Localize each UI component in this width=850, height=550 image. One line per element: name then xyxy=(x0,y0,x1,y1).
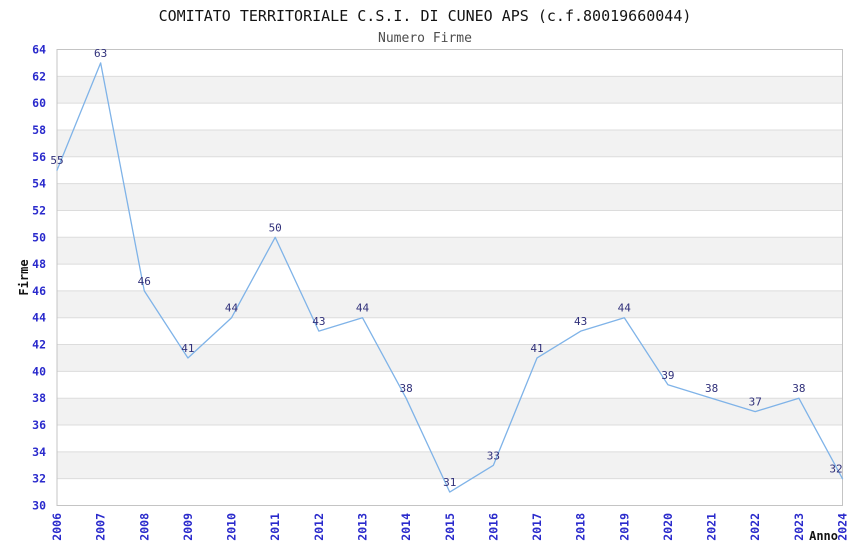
x-tick-label: 2017 xyxy=(530,513,544,541)
data-point-label: 43 xyxy=(312,315,325,328)
y-tick-label: 30 xyxy=(32,499,46,513)
x-tick-label: 2010 xyxy=(225,513,239,541)
grid-band-gray xyxy=(57,290,843,318)
data-point-label: 37 xyxy=(749,396,762,409)
y-tick-label: 44 xyxy=(32,311,46,325)
series-line xyxy=(56,62,844,493)
y-tick-label: 62 xyxy=(32,69,46,83)
grid-band-white xyxy=(57,49,843,77)
data-point-label: 46 xyxy=(138,275,151,288)
data-point-label: 31 xyxy=(443,476,456,489)
y-tick-label: 40 xyxy=(32,364,46,378)
x-tick-label: 2024 xyxy=(836,513,850,541)
grid-band-white xyxy=(57,371,843,399)
data-point-label: 32 xyxy=(829,463,842,476)
data-point-label: 44 xyxy=(356,302,370,315)
data-point-label: 44 xyxy=(225,302,239,315)
y-tick-label: 42 xyxy=(32,338,46,352)
x-tick-label: 2012 xyxy=(312,513,326,541)
x-tick-label: 2013 xyxy=(355,513,369,541)
y-tick-label: 60 xyxy=(32,96,46,110)
data-point-label: 50 xyxy=(269,221,282,234)
data-point-label: 55 xyxy=(50,154,63,167)
x-tick-label: 2006 xyxy=(50,513,64,541)
x-tick-label: 2007 xyxy=(94,513,108,541)
grid-band-gray xyxy=(57,344,843,372)
x-tick-label: 2016 xyxy=(486,513,500,541)
x-tick-label: 2020 xyxy=(661,513,675,541)
x-tick-label: 2023 xyxy=(792,513,806,541)
grid-band-gray xyxy=(57,451,843,479)
y-tick-label: 64 xyxy=(32,43,46,57)
grid-band-gray xyxy=(57,129,843,157)
grid-band-white xyxy=(57,264,843,291)
y-tick-label: 32 xyxy=(32,472,46,486)
y-tick-label: 54 xyxy=(32,177,46,191)
grid-band-gray xyxy=(57,398,843,426)
x-tick-label: 2015 xyxy=(443,513,457,541)
x-tick-label: 2018 xyxy=(574,513,588,541)
y-tick-label: 58 xyxy=(32,123,46,137)
y-tick-label: 34 xyxy=(32,445,46,459)
grid-band-white xyxy=(57,156,843,184)
y-tick-label: 50 xyxy=(32,230,46,244)
x-tick-label: 2011 xyxy=(268,513,282,541)
x-axis-title: Anno xyxy=(809,529,838,543)
data-point-label: 38 xyxy=(399,382,412,395)
grid-band-gray xyxy=(57,183,843,211)
chart-subtitle: Numero Firme xyxy=(378,31,472,46)
data-point-label: 41 xyxy=(530,342,543,355)
x-tick-label: 2008 xyxy=(137,513,151,541)
x-tick-label: 2019 xyxy=(617,513,631,541)
data-point-label: 33 xyxy=(487,449,500,462)
data-point-label: 41 xyxy=(181,342,194,355)
y-tick-label: 46 xyxy=(32,284,46,298)
data-point-label: 38 xyxy=(792,382,805,395)
y-tick-label: 36 xyxy=(32,418,46,432)
x-tick-label: 2014 xyxy=(399,513,413,541)
data-point-label: 44 xyxy=(618,302,632,315)
y-tick-label: 48 xyxy=(32,257,46,271)
data-point-label: 43 xyxy=(574,315,587,328)
data-point-label: 38 xyxy=(705,382,718,395)
grid-band-white xyxy=(57,210,843,238)
y-tick-label: 56 xyxy=(32,150,46,164)
y-tick-label: 38 xyxy=(32,391,46,405)
plot-border xyxy=(56,49,843,506)
grid-band-gray xyxy=(57,237,843,265)
chart-title: COMITATO TERRITORIALE C.S.I. DI CUNEO AP… xyxy=(158,7,692,25)
grid-band-gray xyxy=(57,76,843,104)
x-tick-label: 2009 xyxy=(181,513,195,541)
x-tick-label: 2022 xyxy=(748,513,762,541)
data-point-label: 39 xyxy=(661,369,674,382)
grid-band-white xyxy=(57,425,843,452)
x-tick-label: 2021 xyxy=(705,513,719,541)
data-point-label: 63 xyxy=(94,47,107,60)
grid-band-white xyxy=(57,103,843,130)
y-axis-title: Firme xyxy=(17,259,31,295)
grid-band-white xyxy=(57,317,843,345)
y-tick-label: 52 xyxy=(32,203,46,217)
